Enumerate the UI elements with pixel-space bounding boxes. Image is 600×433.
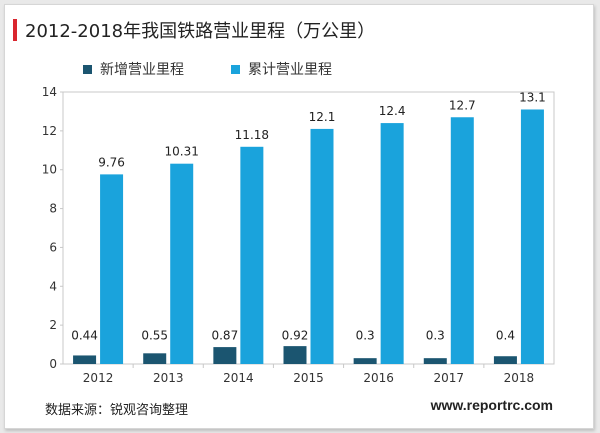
data-label-new: 0.44 [71,329,98,343]
data-label-new: 0.3 [356,329,375,343]
x-tick-label: 2017 [434,371,465,385]
bar-total [100,174,124,364]
bar-total [520,109,544,364]
bar-total [170,163,194,364]
data-label-total: 10.31 [165,145,199,159]
chart-plot: 0 2 4 6 8 10 12 14 2012 0.44 9.76 2013 0.55 10.31 2014… [42,85,555,385]
chart-title: 2012-2018年我国铁路营业里程（万公里） [25,21,376,42]
data-label-total: 12.1 [309,110,336,124]
data-label-new: 0.4 [496,329,515,343]
bar-new [73,355,97,364]
x-tick-label: 2018 [504,371,535,385]
plot-frame [62,91,555,365]
website-url: www.reportrc.com [430,397,553,413]
data-label-total: 9.76 [98,155,125,169]
data-label-total: 12.4 [379,104,406,118]
legend-label-total: 累计营业里程 [248,62,332,78]
y-tick-label: 0 [49,357,57,371]
title-accent-bar [13,19,17,41]
legend-label-new: 新增营业里程 [100,62,184,78]
x-tick-label: 2014 [223,371,254,385]
data-label-new: 0.92 [282,329,309,343]
legend-item-total: 累计营业里程 [231,59,332,79]
legend-swatch-total [231,64,240,74]
y-tick-label: 6 [49,240,57,254]
bar-new [493,356,517,364]
bar-total [240,146,264,364]
data-label-total: 13.1 [519,90,546,104]
legend-swatch-new [83,64,92,74]
x-tick-label: 2013 [153,371,184,385]
data-label-new: 0.87 [211,329,238,343]
data-label-total: 11.18 [235,128,269,142]
bar-total [450,117,474,364]
y-tick-label: 8 [49,202,57,216]
source-note: 数据来源：锐观咨询整理 [45,403,189,418]
y-tick-label: 4 [49,279,57,293]
bar-new [143,353,167,364]
x-tick-label: 2015 [293,371,324,385]
chart-card: 2012-2018年我国铁路营业里程（万公里） 新增营业里程 累计营业里程 0 2… [4,4,594,429]
bar-total [310,128,334,364]
x-tick-label: 2012 [83,371,114,385]
bar-new [213,347,237,364]
bar-new [423,358,447,364]
y-tick-label: 10 [42,163,57,177]
data-label-new: 0.3 [426,329,445,343]
y-tick-label: 2 [49,318,57,332]
x-tick-label: 2016 [363,371,394,385]
bar-new [283,346,307,364]
bar-total [380,123,404,364]
bar-new [353,358,377,364]
data-label-total: 12.7 [449,98,476,112]
y-tick-label: 14 [42,85,57,99]
data-label-new: 0.55 [141,329,168,343]
y-tick-label: 12 [42,124,57,138]
legend-item-new: 新增营业里程 [83,59,184,79]
